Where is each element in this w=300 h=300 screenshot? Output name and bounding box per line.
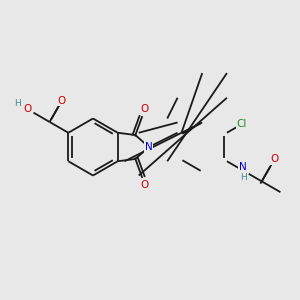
Text: O: O (141, 180, 149, 190)
Text: N: N (239, 162, 247, 172)
Text: O: O (270, 154, 279, 164)
Text: O: O (141, 104, 149, 114)
Text: Cl: Cl (236, 119, 247, 129)
Text: N: N (145, 142, 153, 152)
Text: H: H (14, 99, 21, 108)
Text: O: O (23, 104, 31, 114)
Text: H: H (240, 172, 246, 182)
Text: O: O (58, 96, 66, 106)
